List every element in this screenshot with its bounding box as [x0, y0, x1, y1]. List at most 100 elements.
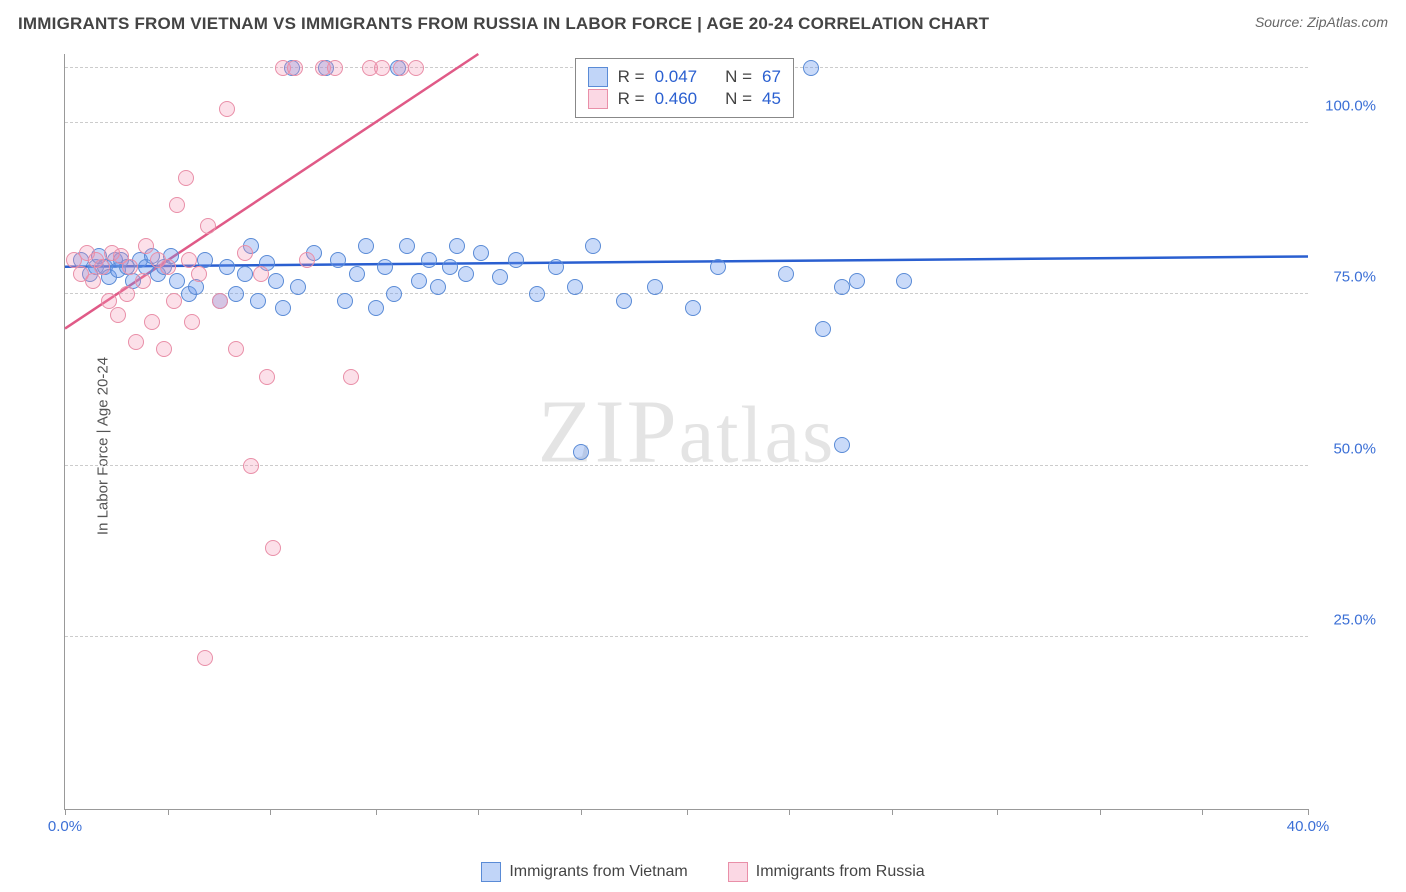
x-tick-mark	[997, 809, 998, 815]
legend-bottom: Immigrants from Vietnam Immigrants from R…	[0, 862, 1406, 882]
point-russia	[94, 259, 110, 275]
x-tick-mark	[1308, 809, 1309, 815]
x-tick-mark	[1100, 809, 1101, 815]
x-tick-label: 0.0%	[48, 818, 82, 835]
point-russia	[393, 60, 409, 76]
point-russia	[197, 650, 213, 666]
point-vietnam	[219, 259, 235, 275]
point-russia	[237, 245, 253, 261]
x-tick-label: 40.0%	[1287, 818, 1330, 835]
point-vietnam	[567, 279, 583, 295]
point-russia	[169, 197, 185, 213]
trend-lines	[65, 54, 1308, 809]
point-vietnam	[188, 279, 204, 295]
point-russia	[191, 266, 207, 282]
point-russia	[343, 369, 359, 385]
x-tick-mark	[1202, 809, 1203, 815]
point-vietnam	[815, 321, 831, 337]
point-russia	[408, 60, 424, 76]
point-vietnam	[430, 279, 446, 295]
chart-title: IMMIGRANTS FROM VIETNAM VS IMMIGRANTS FR…	[18, 14, 989, 34]
point-vietnam	[250, 293, 266, 309]
swatch-blue	[588, 67, 608, 87]
x-tick-mark	[581, 809, 582, 815]
point-russia	[110, 307, 126, 323]
point-vietnam	[585, 238, 601, 254]
point-russia	[128, 334, 144, 350]
legend-stats-row: R = 0.460N = 45	[588, 89, 781, 109]
point-russia	[166, 293, 182, 309]
y-tick-label: 75.0%	[1333, 269, 1376, 286]
swatch-pink	[588, 89, 608, 109]
point-vietnam	[834, 279, 850, 295]
point-vietnam	[573, 444, 589, 460]
point-russia	[299, 252, 315, 268]
point-vietnam	[548, 259, 564, 275]
point-vietnam	[337, 293, 353, 309]
point-vietnam	[421, 252, 437, 268]
point-russia	[243, 458, 259, 474]
plot-area: ZIPatlas 25.0%50.0%75.0%100.0%0.0%40.0%R…	[64, 54, 1308, 810]
legend-item: Immigrants from Russia	[728, 862, 925, 882]
point-vietnam	[386, 286, 402, 302]
point-russia	[287, 60, 303, 76]
x-tick-mark	[65, 809, 66, 815]
point-vietnam	[616, 293, 632, 309]
point-russia	[259, 369, 275, 385]
point-russia	[184, 314, 200, 330]
source-credit: Source: ZipAtlas.com	[1255, 14, 1388, 30]
point-vietnam	[275, 300, 291, 316]
x-tick-mark	[892, 809, 893, 815]
point-vietnam	[803, 60, 819, 76]
chart-container: In Labor Force | Age 20-24 ZIPatlas 25.0…	[18, 48, 1388, 844]
point-russia	[253, 266, 269, 282]
point-vietnam	[169, 273, 185, 289]
point-vietnam	[290, 279, 306, 295]
point-vietnam	[896, 273, 912, 289]
x-tick-mark	[270, 809, 271, 815]
point-vietnam	[778, 266, 794, 282]
point-russia	[85, 273, 101, 289]
point-vietnam	[647, 279, 663, 295]
x-tick-mark	[376, 809, 377, 815]
point-russia	[327, 60, 343, 76]
point-vietnam	[449, 238, 465, 254]
point-vietnam	[834, 437, 850, 453]
point-russia	[374, 60, 390, 76]
point-vietnam	[849, 273, 865, 289]
point-vietnam	[358, 238, 374, 254]
x-tick-mark	[478, 809, 479, 815]
point-russia	[212, 293, 228, 309]
point-vietnam	[411, 273, 427, 289]
point-vietnam	[349, 266, 365, 282]
x-tick-mark	[168, 809, 169, 815]
point-vietnam	[508, 252, 524, 268]
legend-item: Immigrants from Vietnam	[481, 862, 687, 882]
y-tick-label: 50.0%	[1333, 440, 1376, 457]
point-russia	[178, 170, 194, 186]
x-tick-mark	[687, 809, 688, 815]
point-vietnam	[492, 269, 508, 285]
point-vietnam	[458, 266, 474, 282]
point-russia	[122, 259, 138, 275]
point-russia	[200, 218, 216, 234]
swatch-blue	[481, 862, 501, 882]
swatch-pink	[728, 862, 748, 882]
point-russia	[265, 540, 281, 556]
legend-stats-row: R = 0.047N = 67	[588, 67, 781, 87]
point-vietnam	[268, 273, 284, 289]
point-vietnam	[710, 259, 726, 275]
point-russia	[160, 259, 176, 275]
point-russia	[228, 341, 244, 357]
point-vietnam	[330, 252, 346, 268]
point-vietnam	[529, 286, 545, 302]
legend-label: Immigrants from Vietnam	[509, 863, 687, 881]
point-vietnam	[442, 259, 458, 275]
point-russia	[156, 341, 172, 357]
x-tick-mark	[789, 809, 790, 815]
point-vietnam	[399, 238, 415, 254]
point-russia	[219, 101, 235, 117]
point-russia	[144, 314, 160, 330]
legend-stats: R = 0.047N = 67R = 0.460N = 45	[575, 58, 794, 118]
point-vietnam	[228, 286, 244, 302]
